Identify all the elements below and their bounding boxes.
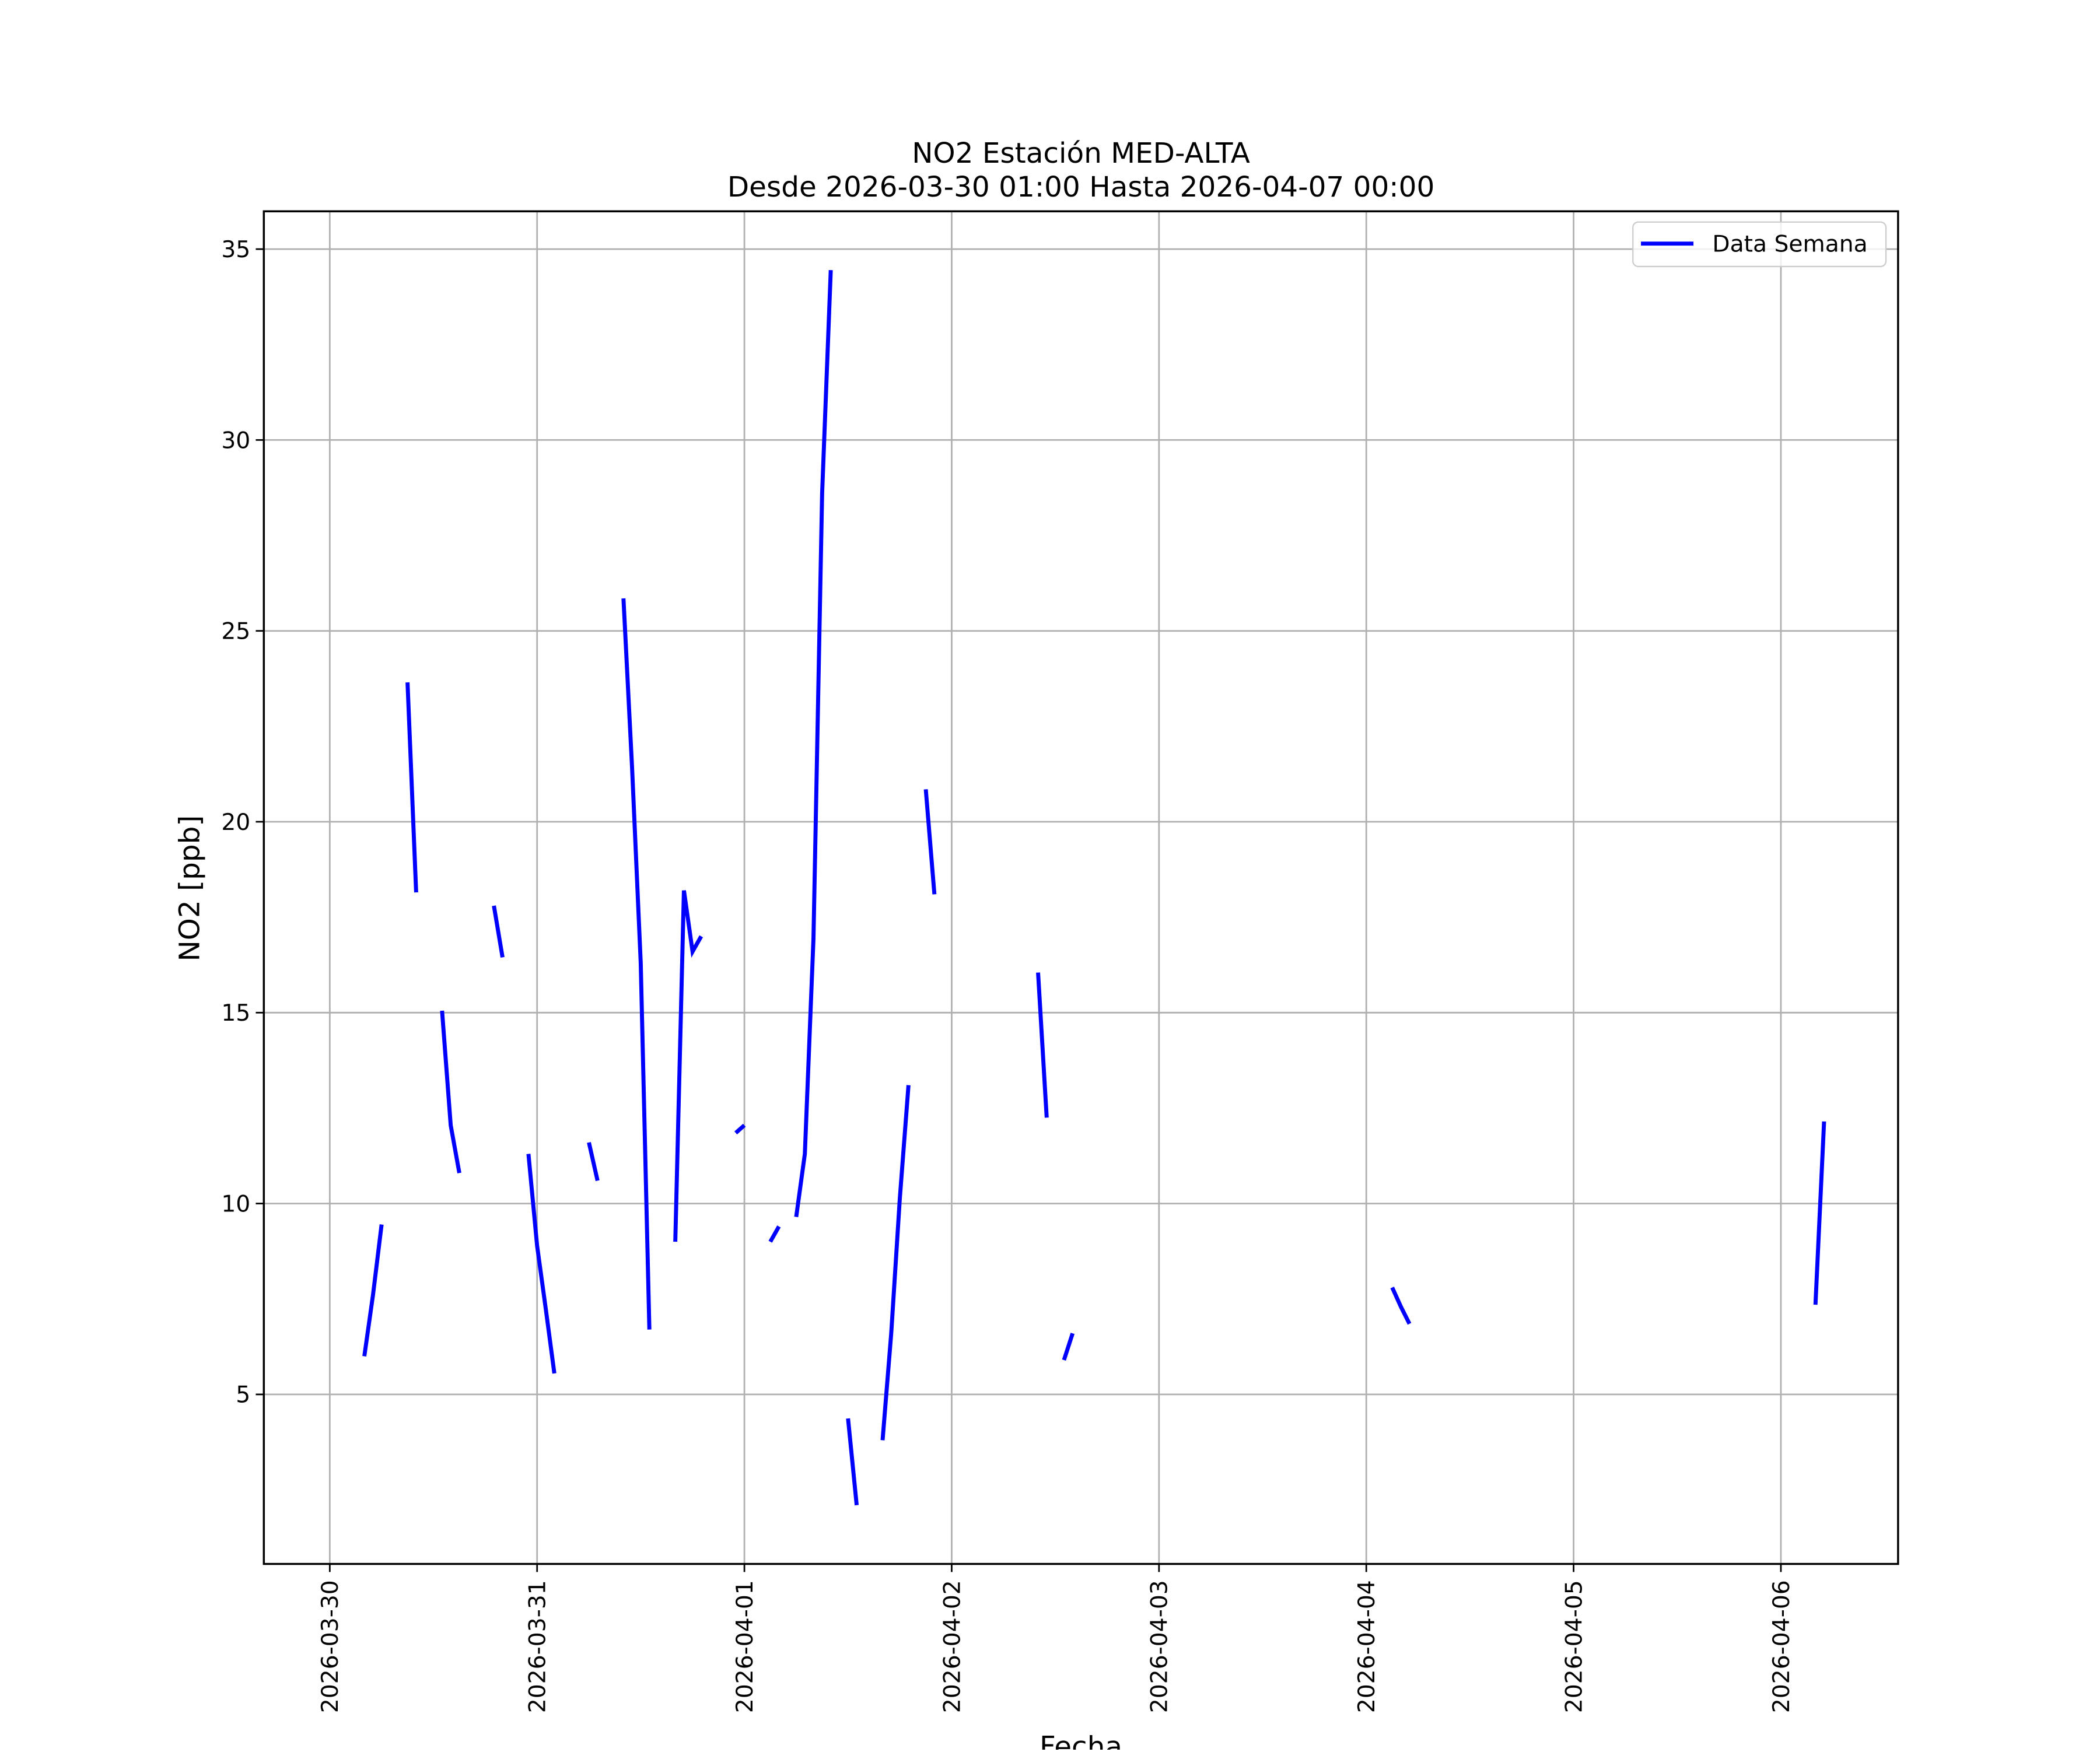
x-tick-label: 2026-04-01 — [732, 1580, 758, 1713]
plot-frame — [262, 210, 1899, 1565]
chart-title: NO2 Estación MED-ALTA — [912, 137, 1250, 170]
legend-label: Data Semana — [1712, 232, 1867, 258]
x-tick-label: 2026-04-02 — [939, 1580, 965, 1713]
x-tick-label: 2026-04-03 — [1147, 1580, 1173, 1713]
x-tick-label: 2026-03-30 — [317, 1580, 344, 1713]
x-tick-label: 2026-04-06 — [1769, 1580, 1795, 1713]
y-tick-label: 25 — [221, 619, 250, 645]
data-line — [362, 269, 1826, 1506]
chart-subtitle: Desde 2026-03-30 01:00 Hasta 2026-04-07 … — [727, 171, 1434, 204]
y-tick-label: 35 — [221, 237, 250, 263]
y-tick-label: 30 — [221, 428, 250, 454]
y-tick-label: 10 — [221, 1191, 250, 1217]
y-tick-label: 20 — [221, 810, 250, 836]
y-tick-label: 15 — [221, 1000, 250, 1026]
y-tick-label: 5 — [236, 1382, 250, 1408]
legend-box — [1632, 221, 1887, 268]
y-axis-label: NO2 [ppb] — [174, 815, 206, 962]
x-tick-label: 2026-04-05 — [1561, 1580, 1587, 1713]
x-tick-label: 2026-04-04 — [1354, 1580, 1380, 1713]
x-tick-label: 2026-03-31 — [525, 1580, 551, 1713]
x-axis-label: Fecha — [1040, 1731, 1122, 1750]
